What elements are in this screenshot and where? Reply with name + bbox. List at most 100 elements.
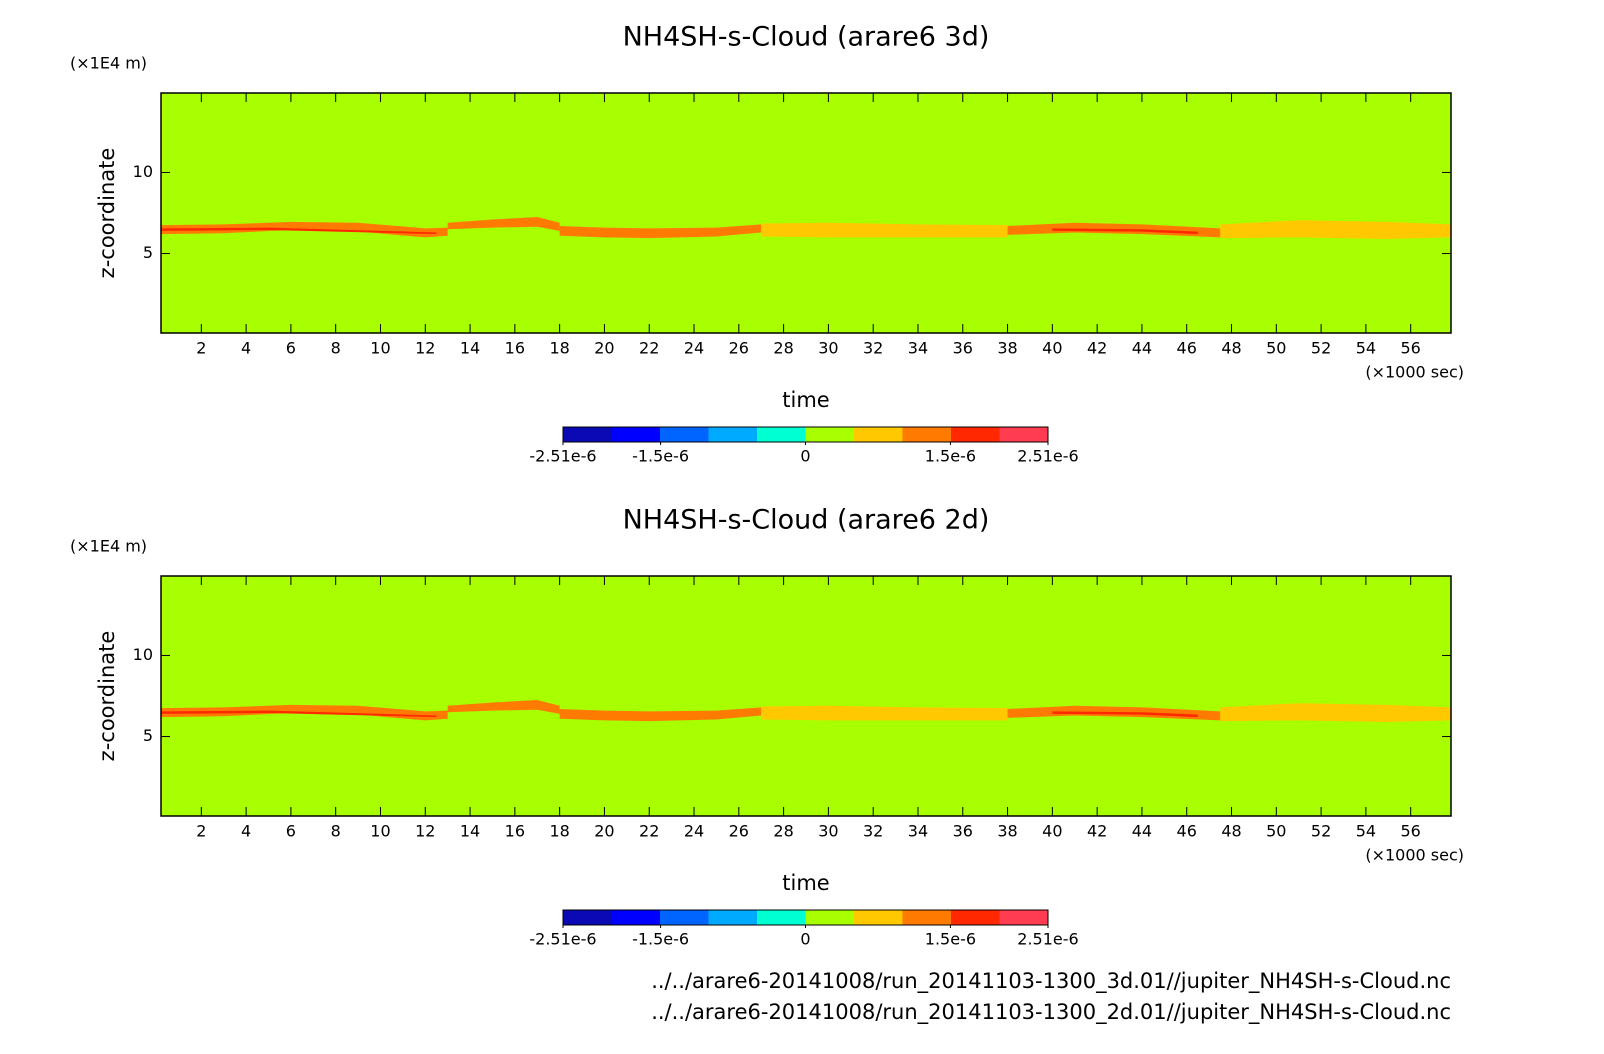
plot-background: [161, 576, 1451, 816]
x-tick-label: 16: [505, 339, 525, 358]
x-tick-label: 54: [1356, 822, 1376, 841]
x-unit: (×1000 sec): [1365, 846, 1464, 865]
x-tick-label: 4: [241, 339, 251, 358]
x-tick-label: 18: [549, 339, 569, 358]
x-tick-label: 40: [1042, 339, 1062, 358]
x-tick-label: 24: [684, 822, 704, 841]
colorbar-swatch: [805, 910, 854, 925]
colorbar-swatch: [611, 427, 660, 442]
x-tick-label: 30: [818, 339, 838, 358]
colorbar-swatch: [902, 427, 951, 442]
file-path: ../../arare6-20141008/run_20141103-1300_…: [651, 969, 1451, 994]
x-tick-label: 6: [286, 339, 296, 358]
cloud-band: [1220, 220, 1451, 239]
chart-title: NH4SH-s-Cloud (arare6 2d): [623, 505, 990, 536]
colorbar-swatch: [563, 427, 612, 442]
x-tick-label: 16: [505, 822, 525, 841]
x-tick-label: 10: [370, 822, 390, 841]
x-tick-label: 20: [594, 822, 614, 841]
y-tick-label: 10: [133, 645, 153, 664]
y-unit: (×1E4 m): [70, 54, 147, 73]
x-tick-label: 56: [1401, 822, 1421, 841]
x-tick-label: 24: [684, 339, 704, 358]
x-tick-label: 36: [953, 822, 973, 841]
y-axis-label: z-coordinate: [95, 148, 119, 279]
x-tick-label: 20: [594, 339, 614, 358]
plot-background: [161, 93, 1451, 333]
x-tick-label: 46: [1177, 339, 1197, 358]
colorbar-label: -2.51e-6: [529, 447, 596, 466]
cloud-band: [761, 222, 1008, 238]
x-tick-label: 52: [1311, 822, 1331, 841]
x-tick-label: 14: [460, 822, 480, 841]
x-tick-label: 18: [549, 822, 569, 841]
x-tick-label: 22: [639, 822, 659, 841]
x-tick-label: 28: [773, 339, 793, 358]
colorbar-swatch: [951, 427, 1000, 442]
x-tick-label: 54: [1356, 339, 1376, 358]
x-tick-label: 8: [331, 822, 341, 841]
x-tick-label: 50: [1266, 339, 1286, 358]
colorbar-swatch: [902, 910, 951, 925]
colorbar-swatch: [708, 910, 757, 925]
colorbar-label: 2.51e-6: [1017, 447, 1078, 466]
y-tick-label: 5: [143, 726, 153, 745]
x-tick-label: 4: [241, 822, 251, 841]
colorbar-label: -2.51e-6: [529, 930, 596, 949]
x-tick-label: 34: [908, 339, 928, 358]
plot-frame: [160, 575, 1452, 817]
colorbar-swatch: [708, 427, 757, 442]
colorbar-swatch: [999, 427, 1048, 442]
y-unit: (×1E4 m): [70, 537, 147, 556]
cloud-band: [161, 710, 437, 718]
colorbar-swatch: [660, 427, 709, 442]
colorbar-label: 1.5e-6: [925, 447, 976, 466]
colorbar-swatch: [757, 427, 806, 442]
colorbar-swatch: [805, 427, 854, 442]
x-tick-label: 10: [370, 339, 390, 358]
x-tick-label: 46: [1177, 822, 1197, 841]
x-tick-label: 42: [1087, 822, 1107, 841]
x-tick-label: 44: [1132, 339, 1152, 358]
file-path: ../../arare6-20141008/run_20141103-1300_…: [651, 1000, 1451, 1025]
cloud-band: [761, 705, 1008, 721]
x-tick-label: 22: [639, 339, 659, 358]
x-tick-label: 12: [415, 339, 435, 358]
colorbar-label: 0: [800, 447, 810, 466]
x-tick-label: 8: [331, 339, 341, 358]
y-tick-label: 5: [143, 243, 153, 262]
x-tick-label: 32: [863, 822, 883, 841]
colorbar-swatch: [951, 910, 1000, 925]
x-tick-label: 44: [1132, 822, 1152, 841]
y-axis-label: z-coordinate: [95, 631, 119, 762]
x-unit: (×1000 sec): [1365, 363, 1464, 382]
x-tick-label: 26: [729, 339, 749, 358]
x-tick-label: 40: [1042, 822, 1062, 841]
colorbar-swatch: [757, 910, 806, 925]
colorbar-label: -1.5e-6: [632, 930, 689, 949]
x-tick-label: 34: [908, 822, 928, 841]
chart: NH4SH-s-Cloud (arare6 3d) (×1E4 m) 2 4 6 8 10 1…: [70, 22, 1464, 466]
x-tick-label: 36: [953, 339, 973, 358]
cloud-band: [161, 227, 437, 235]
x-tick-label: 2: [196, 822, 206, 841]
x-tick-label: 50: [1266, 822, 1286, 841]
x-tick-label: 48: [1221, 339, 1241, 358]
x-tick-label: 6: [286, 822, 296, 841]
cloud-band: [559, 224, 762, 239]
colorbar-label: 2.51e-6: [1017, 930, 1078, 949]
colorbar-swatch: [854, 427, 903, 442]
cloud-band: [447, 217, 560, 231]
colorbar-label: -1.5e-6: [632, 447, 689, 466]
colorbar-swatch: [854, 910, 903, 925]
x-tick-label: 42: [1087, 339, 1107, 358]
chart-title: NH4SH-s-Cloud (arare6 3d): [623, 22, 990, 53]
x-tick-label: 26: [729, 822, 749, 841]
cloud-band: [1052, 228, 1198, 235]
plot-frame: [160, 92, 1452, 334]
colorbar-label: 1.5e-6: [925, 930, 976, 949]
x-tick-label: 38: [997, 822, 1017, 841]
chart: NH4SH-s-Cloud (arare6 2d)(×1E4 m)2 4 6 8 10 1…: [70, 505, 1464, 949]
cloud-band: [1220, 703, 1451, 722]
